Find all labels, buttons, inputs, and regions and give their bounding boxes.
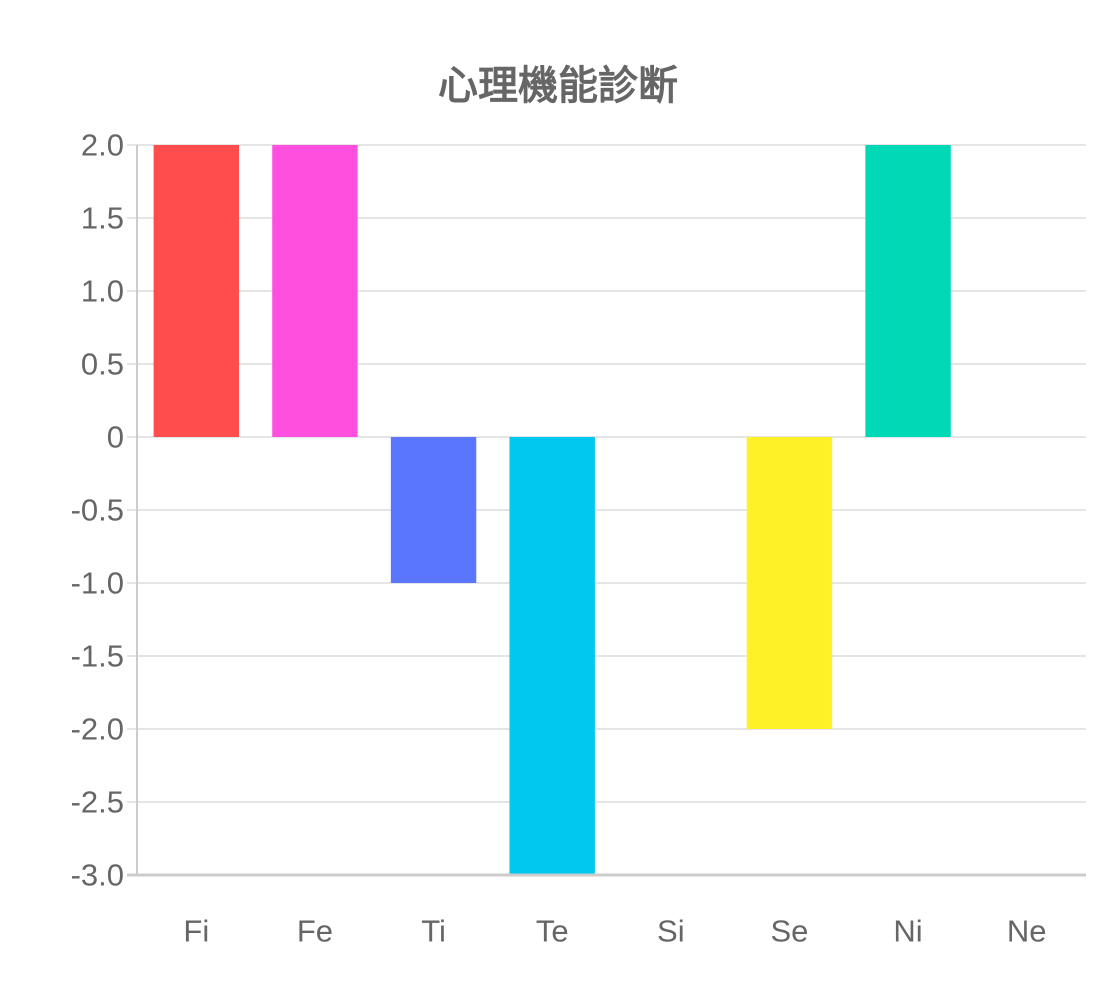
- y-tick-label: -1.5: [71, 639, 124, 674]
- y-tick-label: 1.0: [81, 274, 124, 309]
- x-tick-label: Te: [536, 914, 569, 949]
- x-tick-label: Ne: [1007, 914, 1047, 949]
- chart-title: 心理機能診断: [438, 63, 678, 109]
- bar-te: [509, 437, 595, 875]
- x-tick-label: Ti: [421, 914, 446, 949]
- x-tick-labels: Fi Fe Ti Te Si Se Ni Ne: [183, 914, 1046, 949]
- bar-ni: [865, 145, 951, 437]
- y-tick-label: 2.0: [81, 128, 124, 163]
- y-tick-label: 0: [107, 420, 124, 455]
- x-tick-label: Fi: [183, 914, 209, 949]
- x-tick-label: Si: [657, 914, 685, 949]
- y-tick-labels: 2.0 1.5 1.0 0.5 0 -0.5 -1.0 -1.5 -2.0 -2.5 -3.0: [71, 128, 124, 893]
- bar-fe: [272, 145, 358, 437]
- y-tick-label: -3.0: [71, 858, 124, 893]
- x-tick-label: Se: [770, 914, 808, 949]
- y-tick-label: -2.5: [71, 785, 124, 820]
- y-tick-label: 0.5: [81, 347, 124, 382]
- x-tick-label: Ni: [893, 914, 922, 949]
- bar-se: [746, 437, 833, 729]
- bars: [153, 145, 951, 875]
- bar-ti: [390, 437, 477, 583]
- x-tick-label: Fe: [297, 914, 333, 949]
- y-tick-label: -2.0: [71, 712, 124, 747]
- axes: [127, 145, 1086, 877]
- bar-fi: [153, 145, 240, 437]
- y-tick-label: -0.5: [71, 493, 124, 528]
- y-tick-label: -1.0: [71, 566, 124, 601]
- y-tick-label: 1.5: [81, 201, 124, 236]
